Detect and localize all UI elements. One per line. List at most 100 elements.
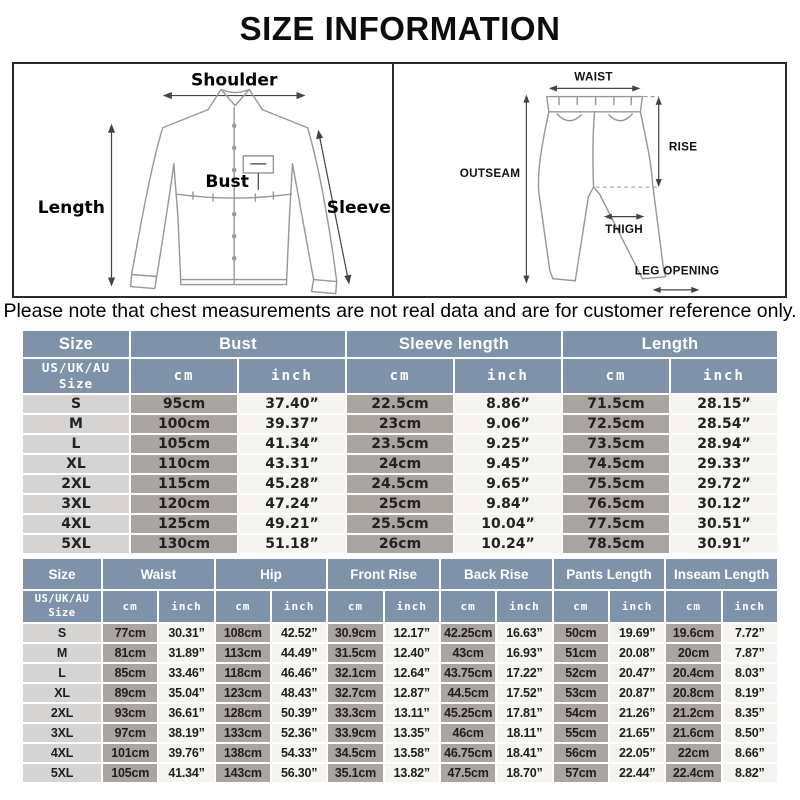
cm-value-cell: 118cm (215, 664, 270, 682)
cm-value-cell: 115cm (131, 475, 237, 493)
cm-value-cell: 78.5cm (563, 535, 669, 553)
cm-value-cell: 105cm (131, 435, 237, 453)
header-inch: inch (497, 591, 552, 622)
inch-value-cell: 16.63” (497, 624, 552, 642)
inch-value-cell: 33.46” (159, 664, 214, 682)
inch-value-cell: 28.54” (671, 415, 777, 433)
size-cell: L (23, 435, 129, 453)
table-row: 4XL 125cm 49.21” 25.5cm 10.04” 77.5cm 30.51” (23, 515, 777, 533)
inch-value-cell: 7.72” (722, 624, 777, 642)
cm-value-cell: 23cm (347, 415, 453, 433)
inch-value-cell: 41.34” (239, 435, 345, 453)
size-cell: 4XL (23, 744, 101, 762)
header-length: Length (563, 331, 777, 357)
shirt-table-subheader-row: US/UK/AU Size cm inch cm inch cm inch (23, 359, 777, 393)
inch-value-cell: 9.25” (455, 435, 561, 453)
header-cm: cm (440, 591, 496, 622)
size-cell: 2XL (23, 704, 101, 722)
cm-value-cell: 75.5cm (563, 475, 669, 493)
length-label: Length (38, 198, 105, 218)
shirt-table-header-row: Size Bust Sleeve length Length (23, 331, 777, 357)
shirt-diagram: Shoulder (38, 71, 391, 295)
header-back-rise: Back Rise (440, 559, 552, 589)
header-inch: inch (455, 359, 561, 393)
inch-value-cell: 18.70” (497, 764, 552, 782)
pants-diagram: WAIST (460, 70, 719, 293)
inch-value-cell: 9.65” (455, 475, 561, 493)
inch-value-cell: 8.86” (455, 395, 561, 413)
shirt-diagram-panel: Shoulder (14, 64, 394, 296)
header-cm: cm (103, 591, 158, 622)
inch-value-cell: 45.28” (239, 475, 345, 493)
inch-value-cell: 28.15” (671, 395, 777, 413)
inch-value-cell: 21.65” (609, 724, 665, 742)
table-row: S 95cm 37.40” 22.5cm 8.86” 71.5cm 28.15” (23, 395, 777, 413)
inch-value-cell: 13.82” (384, 764, 439, 782)
inch-value-cell: 30.91” (671, 535, 777, 553)
header-inch: inch (671, 359, 777, 393)
cm-value-cell: 51cm (553, 644, 608, 662)
cm-value-cell: 33.3cm (328, 704, 383, 722)
inch-value-cell: 17.22” (497, 664, 552, 682)
header-waist: Waist (103, 559, 214, 589)
inch-value-cell: 8.19” (722, 684, 777, 702)
reference-note: Please note that chest measurements are … (3, 300, 797, 322)
inch-value-cell: 35.04” (159, 684, 214, 702)
size-cell: XL (23, 455, 129, 473)
header-front-rise: Front Rise (328, 559, 439, 589)
inch-value-cell: 31.89” (159, 644, 214, 662)
header-bust: Bust (131, 331, 345, 357)
outseam-label: OUTSEAM (460, 167, 521, 180)
cm-value-cell: 120cm (131, 495, 237, 513)
cm-value-cell: 105cm (103, 764, 158, 782)
cm-value-cell: 50cm (553, 624, 608, 642)
cm-value-cell: 34.5cm (328, 744, 383, 762)
cm-value-cell: 54cm (553, 704, 608, 722)
cm-value-cell: 85cm (103, 664, 158, 682)
inch-value-cell: 8.50” (722, 724, 777, 742)
pants-table-header-row: Size Waist Hip Front Rise Back Rise Pant… (23, 559, 777, 589)
inch-value-cell: 54.33” (271, 744, 327, 762)
pants-table-subheader-row: US/UK/AU Size cm inch cm inch cm inch cm… (23, 591, 777, 622)
cm-value-cell: 113cm (215, 644, 270, 662)
table-row: M 100cm 39.37” 23cm 9.06” 72.5cm 28.54” (23, 415, 777, 433)
header-cm: cm (553, 591, 608, 622)
cm-value-cell: 138cm (215, 744, 270, 762)
inch-value-cell: 49.21” (239, 515, 345, 533)
rise-label: RISE (669, 140, 698, 153)
cm-value-cell: 130cm (131, 535, 237, 553)
inch-value-cell: 9.45” (455, 455, 561, 473)
inch-value-cell: 43.31” (239, 455, 345, 473)
header-size: Size (23, 559, 101, 589)
header-sleeve-length: Sleeve length (347, 331, 561, 357)
table-row: M 81cm 31.89” 113cm 44.49” 31.5cm 12.40” 43cm 16… (23, 644, 777, 662)
table-row: 2XL 93cm 36.61” 128cm 50.39” 33.3cm 13.11” 45.2… (23, 704, 777, 722)
cm-value-cell: 133cm (215, 724, 270, 742)
inch-value-cell: 7.87” (722, 644, 777, 662)
header-inch: inch (609, 591, 665, 622)
inch-value-cell: 21.26” (609, 704, 665, 722)
cm-value-cell: 55cm (553, 724, 608, 742)
cm-value-cell: 97cm (103, 724, 158, 742)
inch-value-cell: 29.72” (671, 475, 777, 493)
cm-value-cell: 125cm (131, 515, 237, 533)
table-row: L 85cm 33.46” 118cm 46.46” 32.1cm 12.64” 43.75c… (23, 664, 777, 682)
cm-value-cell: 53cm (553, 684, 608, 702)
inch-value-cell: 20.87” (609, 684, 665, 702)
cm-value-cell: 42.25cm (440, 624, 496, 642)
table-row: XL 89cm 35.04” 123cm 48.43” 32.7cm 12.87” 44.5c… (23, 684, 777, 702)
header-cm: cm (666, 591, 721, 622)
inch-value-cell: 8.66” (722, 744, 777, 762)
cm-value-cell: 73.5cm (563, 435, 669, 453)
cm-value-cell: 21.2cm (666, 704, 721, 722)
inch-value-cell: 30.12” (671, 495, 777, 513)
cm-value-cell: 45.25cm (440, 704, 496, 722)
inch-value-cell: 50.39” (271, 704, 327, 722)
header-cm: cm (347, 359, 453, 393)
cm-value-cell: 46cm (440, 724, 496, 742)
size-cell: 5XL (23, 764, 101, 782)
cm-value-cell: 33.9cm (328, 724, 383, 742)
inch-value-cell: 42.52” (271, 624, 327, 642)
inch-value-cell: 38.19” (159, 724, 214, 742)
table-row: 2XL 115cm 45.28” 24.5cm 9.65” 75.5cm 29.72” (23, 475, 777, 493)
